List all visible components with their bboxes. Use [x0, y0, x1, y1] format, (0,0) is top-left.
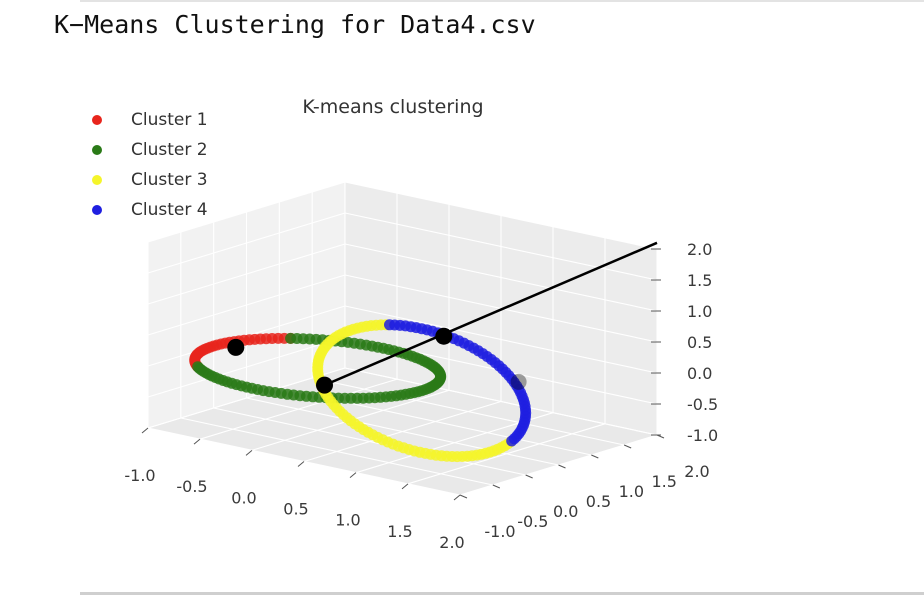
x-tick-label: 1.5 [387, 522, 412, 541]
z-tick-label: -1.0 [687, 426, 718, 445]
y-tick [459, 494, 468, 499]
cell-top-border [80, 0, 924, 2]
y-tick-label: 0.0 [553, 502, 578, 521]
grid-line [344, 181, 658, 250]
chart-title: K-means clustering [302, 96, 483, 118]
z-tick-label: 2.0 [687, 240, 712, 259]
x-tick [245, 449, 253, 456]
y-tick-label: 0.5 [586, 492, 611, 511]
x-tick [193, 438, 201, 445]
centroid-marker [227, 338, 245, 356]
x-tick [349, 472, 357, 479]
z-tick-label: 0.0 [687, 364, 712, 383]
data-points [189, 319, 532, 463]
centroid-marker [510, 373, 527, 390]
x-tick-label: 0.5 [283, 500, 308, 519]
y-tick-label: -1.0 [484, 522, 515, 541]
centroids-and-line [227, 241, 658, 394]
x-tick-label: 0.0 [231, 488, 256, 507]
fit-line [324, 241, 658, 387]
z-tick-label: 1.0 [687, 302, 712, 321]
grid-line [344, 212, 658, 281]
centroid-marker [316, 376, 333, 394]
x-tick [401, 483, 409, 490]
z-tick-label: 1.5 [687, 271, 712, 290]
y-tick [492, 484, 501, 489]
x-tick-label: -1.0 [124, 466, 155, 485]
y-tick [623, 444, 632, 449]
grid-line [147, 212, 346, 274]
legend-label-cluster-2: Cluster 2 [131, 140, 208, 160]
x-tick-label: 1.0 [335, 511, 360, 530]
y-tick [558, 464, 566, 469]
y-tick [525, 474, 533, 479]
x-tick [297, 461, 305, 467]
output-heading: K−Means Clustering for Data4.csv [54, 10, 536, 39]
x-tick-label: 2.0 [439, 533, 464, 552]
legend-swatch-cluster-3 [92, 175, 102, 185]
legend-label-cluster-1: Cluster 1 [131, 110, 208, 130]
legend-label-cluster-3: Cluster 3 [131, 170, 208, 190]
cluster-2-point [285, 332, 297, 344]
x-tick-label: -0.5 [176, 477, 207, 496]
legend-swatch-cluster-2 [92, 145, 102, 155]
y-tick-label: 1.0 [619, 482, 644, 501]
x-tick [453, 494, 461, 501]
axis-ticks: -1.0-0.50.00.51.01.52.0-1.0-0.50.00.51.0… [124, 240, 718, 552]
y-tick-label: -0.5 [517, 512, 548, 531]
x-tick [141, 427, 149, 434]
centroid-marker [435, 327, 453, 345]
y-tick [591, 454, 599, 459]
legend-swatch-cluster-4 [92, 205, 102, 215]
legend-swatch-cluster-1 [92, 115, 102, 125]
grid-line [344, 367, 658, 436]
grid-line [147, 181, 346, 243]
cluster-4-point [384, 319, 395, 331]
y-tick-label: 1.5 [651, 472, 676, 491]
cell-bottom-border [80, 592, 924, 595]
z-tick-label: 0.5 [687, 333, 712, 352]
grid-line [312, 377, 625, 446]
legend: Cluster 1 Cluster 2 Cluster 3 Cluster 4 [92, 110, 208, 220]
y-tick-label: 2.0 [684, 462, 709, 481]
z-tick-label: -0.5 [687, 395, 718, 414]
legend-label-cluster-4: Cluster 4 [131, 200, 208, 220]
